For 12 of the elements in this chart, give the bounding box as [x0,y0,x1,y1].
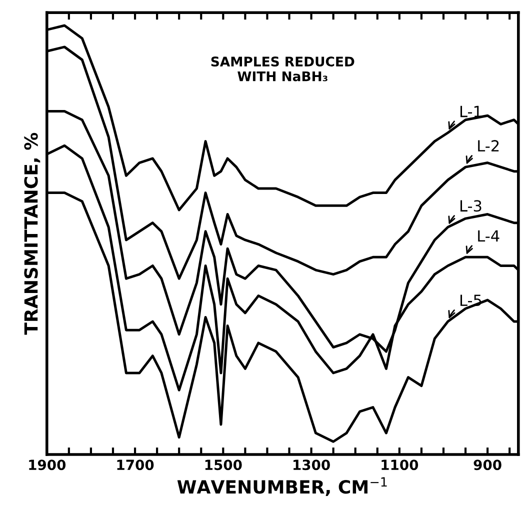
series-label: L-2 [478,140,499,152]
series-label: L-4 [478,230,500,242]
series-label: L-3 [460,200,482,212]
annotation: SAMPLES REDUCED WITH NaBH₃ [211,56,354,82]
x-tick-label: 1100 [382,460,418,470]
x-tick-label: 1900 [29,460,66,470]
x-axis-title: WAVENUMBER, CM$^{−1}$ [177,477,387,496]
x-tick-label: 1700 [117,460,154,470]
y-axis-title: TRANSMITTANCE, % [24,132,40,335]
x-tick-label: 900 [474,460,502,470]
x-tick-label: 1500 [205,460,242,470]
x-tick-label: 1300 [294,460,330,470]
